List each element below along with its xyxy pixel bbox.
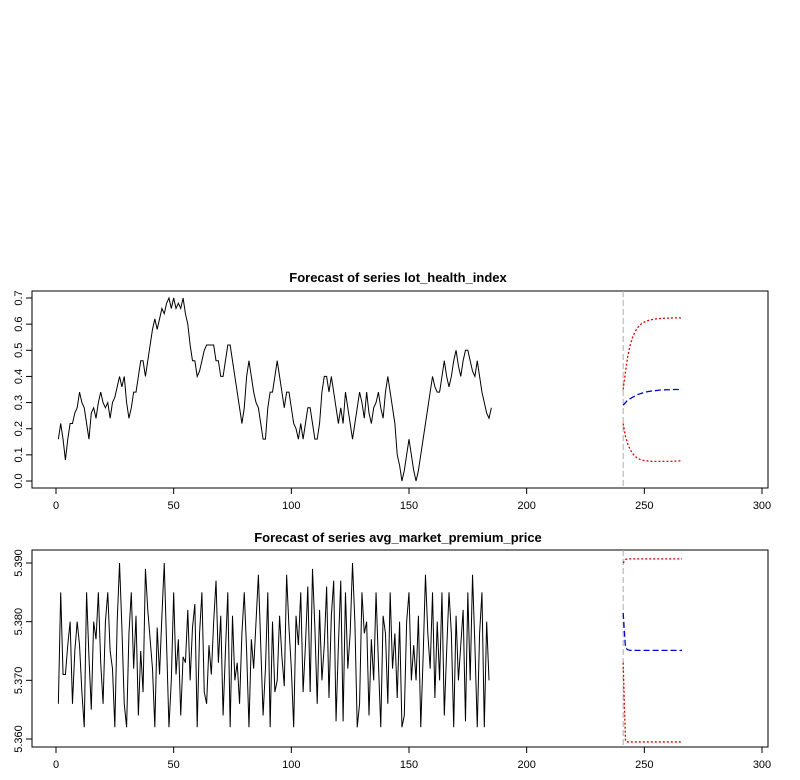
y-tick-label: 0.2 <box>13 421 25 436</box>
x-tick-label: 150 <box>400 500 418 512</box>
series-observed-line <box>57 562 490 728</box>
x-tick-label: 100 <box>282 500 300 512</box>
y-tick-label: 0.4 <box>13 369 25 384</box>
series-forecast-line <box>622 612 682 652</box>
series-observed-line <box>57 296 492 482</box>
x-tick-label: 300 <box>753 500 771 512</box>
y-tick-label: 0.1 <box>13 447 25 462</box>
y-tick-label: 5.360 <box>13 725 25 753</box>
chart-title: Forecast of series avg_market_premium_pr… <box>254 530 542 545</box>
series-group <box>57 550 682 747</box>
x-tick-label: 50 <box>168 500 180 512</box>
x-tick-label: 150 <box>400 759 418 771</box>
y-tick-label: 5.380 <box>13 608 25 636</box>
plot-frame <box>31 290 769 489</box>
panel-lot-health-index: Forecast of series lot_health_index 0 50 1… <box>13 270 771 512</box>
x-tick-label: 100 <box>282 759 300 771</box>
y-tick-label: 0.7 <box>13 290 25 305</box>
x-tick-label: 50 <box>168 759 180 771</box>
series-lower-bound-line <box>622 662 682 743</box>
y-tick-label: 0.0 <box>13 473 25 488</box>
chart-title: Forecast of series lot_health_index <box>289 270 507 285</box>
x-tick-label: 200 <box>517 759 535 771</box>
x-tick-label: 0 <box>53 500 59 512</box>
series-upper-bound-line <box>622 317 682 390</box>
series-group <box>57 291 683 488</box>
y-tick-label: 0.3 <box>13 395 25 410</box>
series-forecast-line <box>622 388 682 406</box>
y-axis: 5.360 5.370 5.380 5.390 <box>13 549 32 753</box>
series-lower-bound-line <box>622 423 683 463</box>
panel-avg-market-premium-price: Forecast of series avg_market_premium_pr… <box>13 530 771 771</box>
x-tick-label: 0 <box>53 759 59 771</box>
x-tick-label: 200 <box>517 500 535 512</box>
y-axis: 0.0 0.1 0.2 0.3 0.4 0.5 0.6 0.7 <box>13 290 32 489</box>
x-axis: 0 50 100 150 200 250 300 <box>53 747 771 771</box>
y-tick-label: 5.390 <box>13 549 25 577</box>
y-tick-label: 5.370 <box>13 667 25 695</box>
x-tick-label: 250 <box>635 759 653 771</box>
x-tick-label: 300 <box>753 759 771 771</box>
y-tick-label: 0.6 <box>13 316 25 331</box>
x-axis: 0 50 100 150 200 250 300 <box>53 488 771 512</box>
y-tick-label: 0.5 <box>13 343 25 358</box>
plot-frame <box>31 549 769 748</box>
x-tick-label: 250 <box>635 500 653 512</box>
